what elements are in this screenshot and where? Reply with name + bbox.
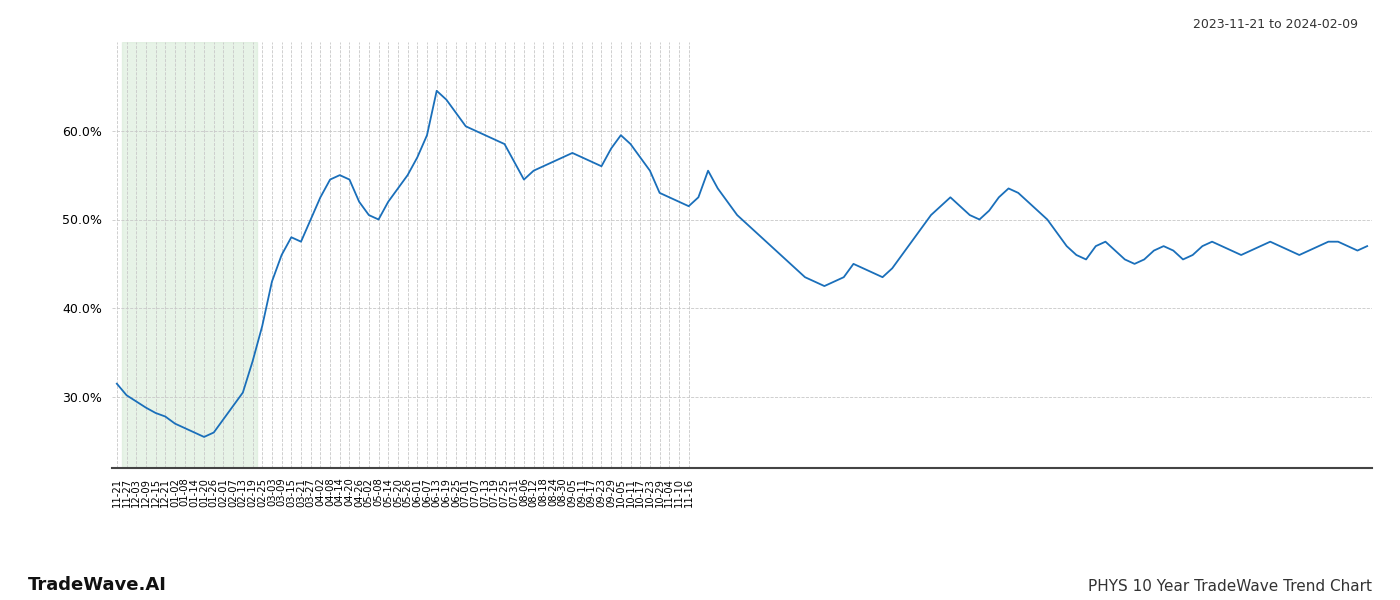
Text: 2023-11-21 to 2024-02-09: 2023-11-21 to 2024-02-09 — [1193, 18, 1358, 31]
Text: TradeWave.AI: TradeWave.AI — [28, 576, 167, 594]
Bar — [122, 42, 258, 468]
Text: PHYS 10 Year TradeWave Trend Chart: PHYS 10 Year TradeWave Trend Chart — [1088, 579, 1372, 594]
